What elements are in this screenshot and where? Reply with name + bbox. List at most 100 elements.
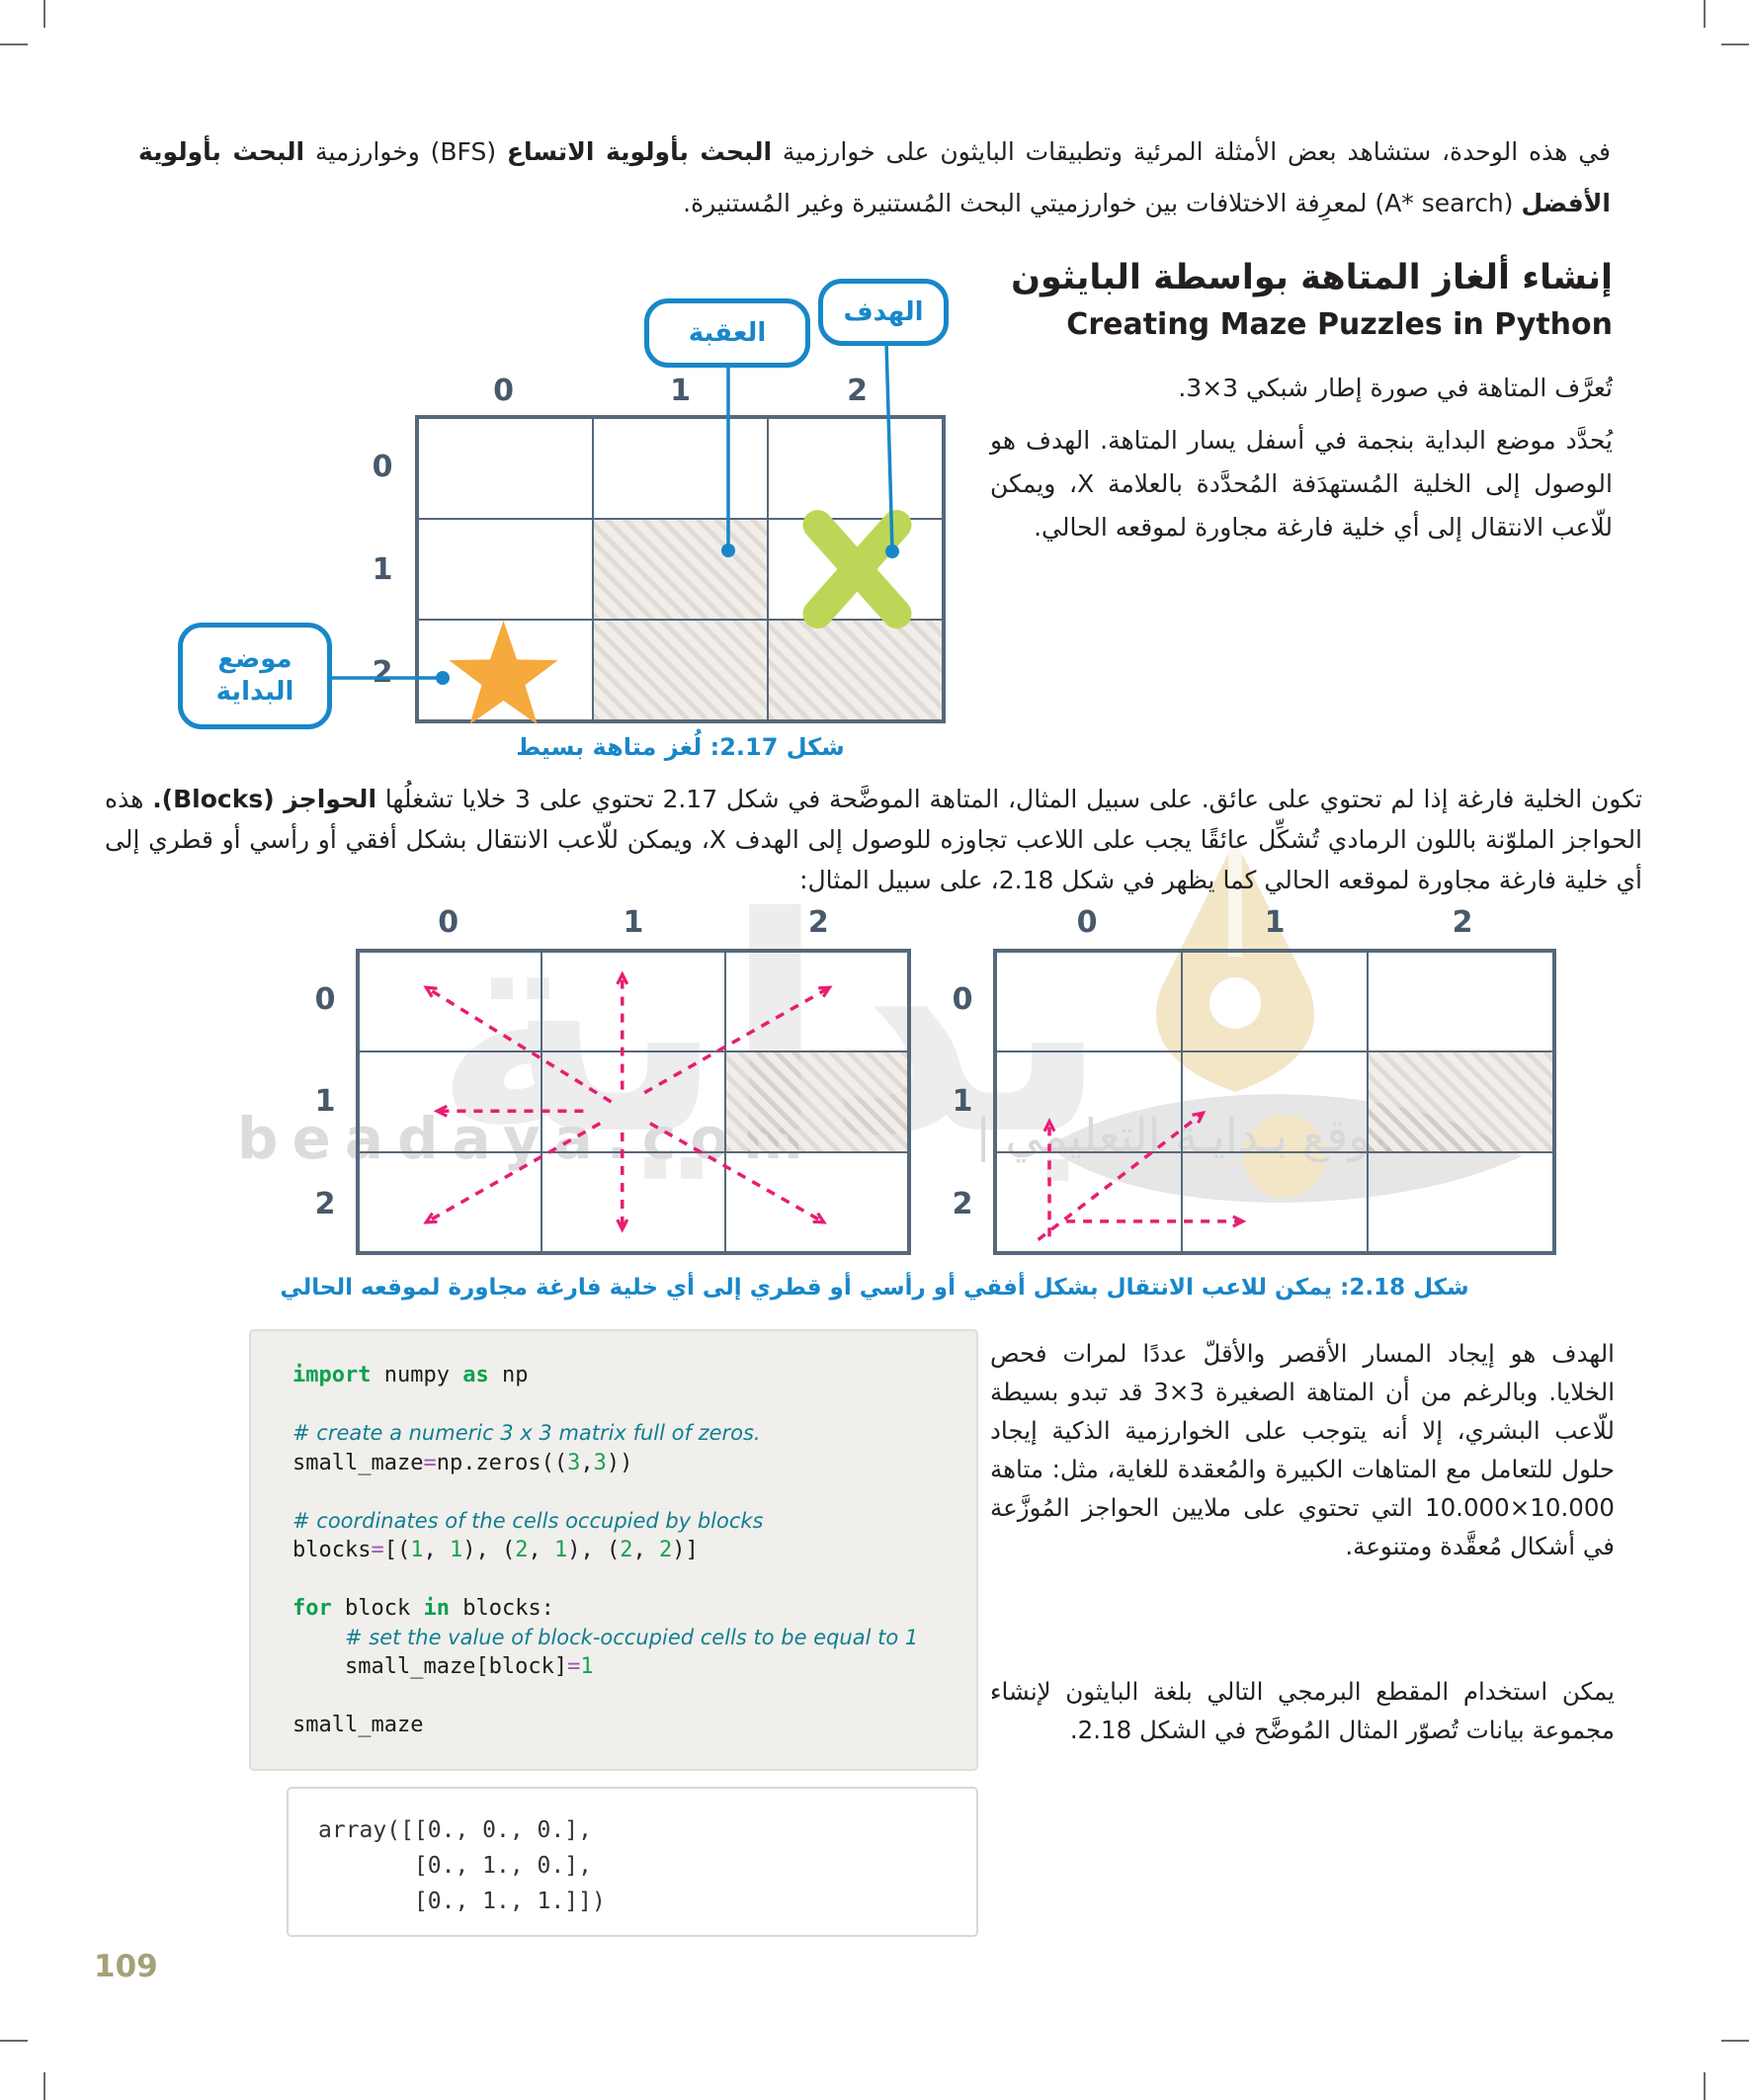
- maze-cell: [1182, 1151, 1368, 1252]
- code-line: small_maze: [292, 1713, 424, 1737]
- code-output: array([[0., 0., 0.], [0., 1., 0.], [0., …: [318, 1817, 606, 1914]
- code-output-block: array([[0., 0., 0.], [0., 1., 0.], [0., …: [287, 1787, 978, 1937]
- move-arrow: [423, 985, 613, 1104]
- maze-row-label: 2: [952, 1186, 973, 1221]
- code-line: for block in blocks:: [292, 1596, 554, 1621]
- maze-figure-2-18-left: 0 1 2 0 1 2: [296, 905, 929, 1261]
- maze-cell: [359, 1051, 542, 1152]
- maze-cell: [996, 1051, 1182, 1152]
- maze-row-label: 1: [952, 1084, 973, 1120]
- maze-row-labels: 0 1 2: [360, 415, 405, 723]
- callout-obstacle-label: العقبة: [688, 317, 767, 348]
- maze-cell: [996, 952, 1182, 1052]
- maze-row-labels: 0 1 2: [304, 949, 346, 1255]
- code-line: small_maze[block]=1: [292, 1654, 594, 1679]
- maze-grid: [356, 949, 911, 1255]
- maze-cell: [418, 519, 593, 620]
- intro-text: في هذه الوحدة، ستشاهد بعض الأمثلة المرئي…: [772, 137, 1611, 166]
- maze-cell: [359, 1151, 542, 1252]
- code-line: [292, 1565, 935, 1595]
- crop-mark: [43, 0, 45, 28]
- maze-col-label: 1: [1264, 905, 1286, 940]
- code-line: blocks=[(1, 1), (2, 1), (2, 2)]: [292, 1538, 699, 1562]
- maze-col-label: 2: [847, 374, 868, 408]
- intro-paragraph: في هذه الوحدة، ستشاهد بعض الأمثلة المرئي…: [138, 126, 1611, 229]
- callout-goal-label: الهدف: [843, 296, 924, 327]
- section-heading-english: Creating Maze Puzzles in Python: [1066, 307, 1613, 342]
- maze-cell: [768, 418, 943, 519]
- code-line: # set the value of block-occupied cells …: [344, 1625, 919, 1649]
- move-arrow: [648, 1122, 827, 1224]
- goal-path-paragraph: الهدف هو إيجاد المسار الأقصر والأقلّ عدد…: [990, 1339, 1615, 1560]
- maze-col-label: 0: [1076, 905, 1098, 940]
- code-intro-paragraph: يمكن استخدام المقطع البرمجي التالي بلغة …: [990, 1677, 1615, 1744]
- section-heading: إنشاء ألغاز المتاهة بواسطة البايثون Crea…: [889, 255, 1613, 346]
- section-heading-arabic: إنشاء ألغاز المتاهة بواسطة البايثون: [1011, 258, 1613, 297]
- maze-block-cell: [724, 1051, 908, 1152]
- maze-cell: [1182, 952, 1368, 1052]
- move-arrow: [643, 985, 833, 1095]
- intro-bold-astar: البحث بأولوية الأفضل: [138, 137, 1611, 217]
- callout-start-position: موضع البداية: [178, 623, 332, 729]
- maze-cell: [541, 1051, 725, 1152]
- maze-cell: [593, 418, 768, 519]
- start-star-icon: [449, 621, 558, 724]
- maze-row-label: 1: [314, 1084, 336, 1120]
- code-line: [292, 1682, 935, 1712]
- figure-2-17-caption: شكل 2.17: لُغز متاهة بسيط: [516, 733, 845, 761]
- maze-col-label: 0: [438, 905, 459, 940]
- code-line: import numpy as np: [292, 1363, 529, 1387]
- maze-block-cell: [1368, 1051, 1553, 1152]
- blocks-bold: الحواجز (Blocks).: [152, 785, 377, 813]
- maze-block-cell: [593, 620, 768, 720]
- maze-block-cell: [768, 620, 943, 720]
- intro-bold-bfs: البحث بأولوية الاتساع: [506, 137, 773, 166]
- blocks-text: تكون الخلية فارغة إذا لم تحتوي على عائق.…: [376, 785, 1642, 813]
- maze-overlay: [449, 510, 912, 724]
- maze-row-labels: 0 1 2: [942, 949, 983, 1255]
- maze-row-label: 0: [952, 982, 973, 1018]
- code-line: [292, 1477, 935, 1507]
- figure-2-18-caption: شكل 2.18: يمكن للاعب الانتقال بشكل أفقي …: [280, 1275, 1469, 1301]
- maze-col-label: 2: [1452, 905, 1473, 940]
- code-line: small_maze=np.zeros((3,3)): [292, 1450, 633, 1475]
- blocks-paragraph: تكون الخلية فارغة إذا لم تحتوي على عائق.…: [105, 779, 1642, 900]
- python-code: import numpy as np # create a numeric 3 …: [251, 1331, 976, 1770]
- maze-cell: [418, 418, 593, 519]
- maze-definition-text: تُعرَّف المتاهة في صورة إطار شبكي 3×3.: [1178, 374, 1613, 402]
- crop-mark: [0, 2040, 28, 2042]
- maze-grid: [993, 949, 1556, 1255]
- maze-block-cell: [593, 519, 768, 620]
- maze-row-label: 2: [372, 654, 393, 690]
- maze-col-labels: 0 1 2: [993, 905, 1556, 943]
- maze-cell: [724, 1151, 908, 1252]
- maze-col-label: 1: [623, 905, 644, 940]
- code-line: # coordinates of the cells occupied by b…: [292, 1508, 764, 1533]
- crop-mark: [1704, 0, 1706, 28]
- maze-cell: [541, 952, 725, 1052]
- maze-cell: [996, 1151, 1182, 1252]
- crop-mark: [0, 43, 28, 45]
- maze-cell: [1368, 952, 1553, 1052]
- python-code-block: import numpy as np # create a numeric 3 …: [249, 1329, 978, 1771]
- maze-cell: [768, 519, 943, 620]
- maze-overlay: [423, 970, 833, 1233]
- crop-mark: [43, 2072, 45, 2100]
- maze-row-label: 2: [314, 1186, 336, 1221]
- crop-mark: [1704, 2072, 1706, 2100]
- callout-start-label: موضع البداية: [215, 644, 294, 707]
- maze-cell: [1182, 1051, 1368, 1152]
- callout-goal: الهدف: [818, 279, 949, 346]
- maze-cell: [359, 952, 542, 1052]
- maze-row-label: 0: [372, 449, 393, 484]
- start-position-paragraph: يُحدَّد موضع البداية بنجمة في أسفل يسار …: [990, 426, 1613, 542]
- move-arrow: [423, 1122, 602, 1224]
- maze-cell: [724, 952, 908, 1052]
- maze-grid: [415, 415, 946, 723]
- maze-col-label: 2: [807, 905, 829, 940]
- callout-obstacle: العقبة: [644, 298, 810, 368]
- move-arrow: [1037, 1111, 1207, 1241]
- maze-col-label: 0: [493, 374, 514, 408]
- crop-mark: [1721, 43, 1749, 45]
